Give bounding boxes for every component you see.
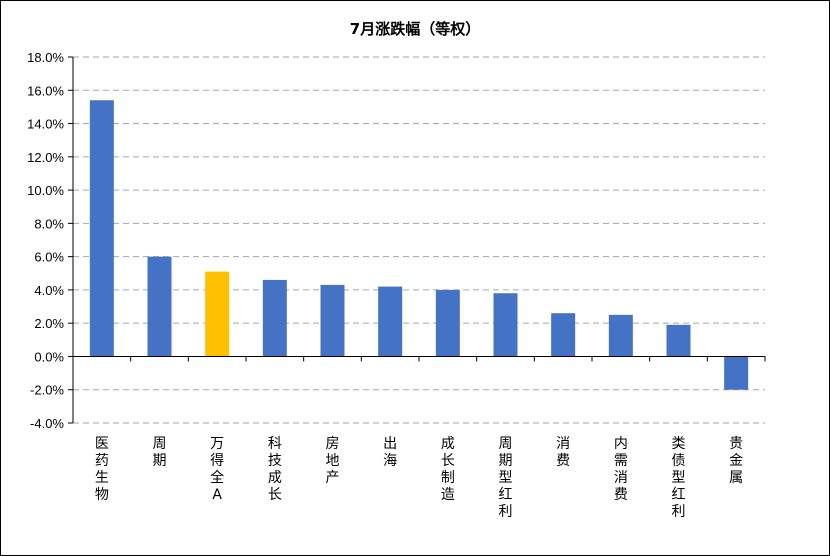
bars [89, 100, 749, 390]
y-tick-label: 10.0% [27, 183, 64, 198]
bar [147, 256, 172, 357]
x-category-label: 周期型红利 [499, 436, 513, 520]
y-tick-labels: 18.0% 16.0% 14.0% 12.0% 10.0% 8.0% 6.0% 4.0% 2.0… [27, 50, 64, 431]
x-category-label: 出海 [383, 436, 397, 469]
bar [666, 324, 691, 357]
x-category-label: 万得全 A [210, 436, 224, 503]
axes [72, 57, 766, 423]
x-category-label: 内需消费 [614, 436, 628, 503]
x-category-label: 医药生物 [95, 436, 109, 503]
bar [608, 314, 633, 357]
gridlines [68, 56, 765, 424]
bar [205, 271, 230, 357]
bar [89, 100, 114, 357]
x-category-label: 周期 [153, 436, 167, 469]
y-tick-label: 16.0% [27, 83, 64, 98]
chart-title: 7月涨跌幅（等权） [350, 20, 480, 38]
x-category-label: 类债型红利 [672, 436, 686, 520]
bar [320, 284, 345, 357]
bar [724, 356, 749, 390]
bar [262, 279, 287, 357]
y-tick-label: 8.0% [34, 216, 64, 231]
x-category-label: 贵金属 [729, 436, 743, 486]
y-tick-label: 2.0% [34, 316, 64, 331]
y-tick-label: -2.0% [30, 383, 64, 398]
y-tick-label: 14.0% [27, 117, 64, 132]
bar [551, 313, 576, 357]
bar [378, 286, 403, 357]
y-tick-label: 4.0% [34, 283, 64, 298]
y-tick-label: 18.0% [27, 50, 64, 65]
x-category-label: 成长制造 [441, 436, 455, 503]
x-category-label: 房地产 [326, 436, 340, 486]
x-category-label: 科技成长 [268, 436, 282, 503]
y-tick-label: 12.0% [27, 150, 64, 165]
x-category-label: 消费 [556, 436, 570, 469]
x-category-labels: 医药生物 周期 万得全 A 科技成长 房地产 出海 成长制造 周期型红利 消费 内需消费 类债型红利 贵… [95, 436, 743, 520]
bar [435, 289, 460, 357]
y-tick-label: -4.0% [30, 416, 64, 431]
y-tick-label: 0.0% [34, 349, 64, 364]
bar [493, 293, 518, 357]
y-tick-label: 6.0% [34, 250, 64, 265]
